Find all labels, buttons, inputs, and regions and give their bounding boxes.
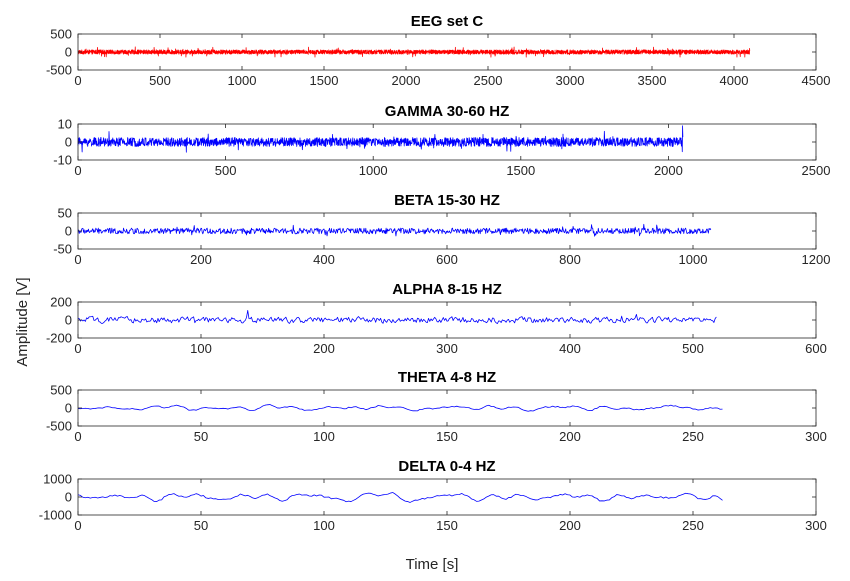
x-tick-label: 300 bbox=[805, 518, 827, 533]
signal-line bbox=[77, 492, 723, 503]
y-tick-label: 500 bbox=[50, 27, 72, 42]
x-tick-label: 600 bbox=[805, 341, 827, 356]
signal-line bbox=[77, 223, 712, 237]
x-axis-label: Time [s] bbox=[406, 556, 459, 573]
y-tick-label: -1000 bbox=[39, 508, 72, 523]
x-tick-label: 250 bbox=[682, 429, 704, 444]
x-tick-label: 0 bbox=[74, 163, 81, 178]
x-tick-label: 500 bbox=[215, 163, 237, 178]
x-tick-label: 150 bbox=[436, 429, 458, 444]
x-tick-label: 200 bbox=[559, 518, 581, 533]
subplot-title: THETA 4-8 HZ bbox=[398, 369, 496, 386]
x-tick-label: 800 bbox=[559, 252, 581, 267]
y-tick-label: 1000 bbox=[43, 472, 72, 487]
y-tick-label: -500 bbox=[46, 63, 72, 78]
x-tick-label: 1000 bbox=[228, 73, 257, 88]
y-tick-label: -50 bbox=[53, 242, 72, 257]
subplot-title: BETA 15-30 HZ bbox=[394, 192, 500, 209]
x-tick-label: 300 bbox=[436, 341, 458, 356]
x-tick-label: 1000 bbox=[359, 163, 388, 178]
x-tick-label: 3500 bbox=[638, 73, 667, 88]
x-tick-label: 50 bbox=[194, 518, 208, 533]
y-tick-label: 0 bbox=[65, 490, 72, 505]
x-tick-label: 0 bbox=[74, 73, 81, 88]
subplot-title: ALPHA 8-15 HZ bbox=[392, 281, 501, 298]
y-tick-label: 0 bbox=[65, 135, 72, 150]
x-tick-label: 2000 bbox=[392, 73, 421, 88]
subplot-title: DELTA 0-4 HZ bbox=[398, 458, 495, 475]
subplot-title: EEG set C bbox=[411, 13, 484, 30]
x-tick-label: 4500 bbox=[802, 73, 831, 88]
x-tick-label: 50 bbox=[194, 429, 208, 444]
x-tick-label: 250 bbox=[682, 518, 704, 533]
x-tick-label: 1500 bbox=[506, 163, 535, 178]
x-tick-label: 100 bbox=[313, 518, 335, 533]
y-tick-label: 0 bbox=[65, 313, 72, 328]
y-tick-label: -200 bbox=[46, 331, 72, 346]
x-tick-label: 3000 bbox=[556, 73, 585, 88]
y-tick-label: 0 bbox=[65, 45, 72, 60]
signal-line bbox=[77, 125, 684, 153]
x-tick-label: 2500 bbox=[474, 73, 503, 88]
y-axis-label: Amplitude [V] bbox=[14, 277, 31, 366]
subplot-title: GAMMA 30-60 HZ bbox=[385, 103, 509, 120]
axes-box bbox=[77, 389, 817, 427]
signal-line bbox=[77, 310, 717, 324]
x-tick-label: 600 bbox=[436, 252, 458, 267]
x-tick-label: 400 bbox=[313, 252, 335, 267]
x-tick-label: 200 bbox=[190, 252, 212, 267]
y-tick-label: 200 bbox=[50, 295, 72, 310]
x-tick-label: 1500 bbox=[310, 73, 339, 88]
y-tick-label: -500 bbox=[46, 419, 72, 434]
y-tick-label: 0 bbox=[65, 401, 72, 416]
x-tick-label: 500 bbox=[682, 341, 704, 356]
y-tick-label: 500 bbox=[50, 383, 72, 398]
x-tick-label: 2000 bbox=[654, 163, 683, 178]
x-tick-label: 400 bbox=[559, 341, 581, 356]
y-tick-label: 10 bbox=[58, 117, 72, 132]
y-tick-label: 0 bbox=[65, 224, 72, 239]
x-tick-label: 1000 bbox=[679, 252, 708, 267]
x-tick-label: 200 bbox=[313, 341, 335, 356]
x-tick-label: 2500 bbox=[802, 163, 831, 178]
signal-line bbox=[77, 404, 723, 412]
y-tick-label: 50 bbox=[58, 206, 72, 221]
x-tick-label: 100 bbox=[190, 341, 212, 356]
x-tick-label: 0 bbox=[74, 429, 81, 444]
signal-line bbox=[77, 46, 751, 58]
x-tick-label: 500 bbox=[149, 73, 171, 88]
x-tick-label: 300 bbox=[805, 429, 827, 444]
y-tick-label: -10 bbox=[53, 153, 72, 168]
x-tick-label: 4000 bbox=[720, 73, 749, 88]
x-tick-label: 1200 bbox=[802, 252, 831, 267]
x-tick-label: 0 bbox=[74, 341, 81, 356]
subplot-1: EEG set C 0 500 1000 1500 2000 2500 3000 3500 400… bbox=[46, 13, 830, 88]
x-tick-label: 150 bbox=[436, 518, 458, 533]
x-tick-label: 100 bbox=[313, 429, 335, 444]
x-tick-label: 0 bbox=[74, 518, 81, 533]
x-tick-label: 200 bbox=[559, 429, 581, 444]
x-tick-label: 0 bbox=[74, 252, 81, 267]
